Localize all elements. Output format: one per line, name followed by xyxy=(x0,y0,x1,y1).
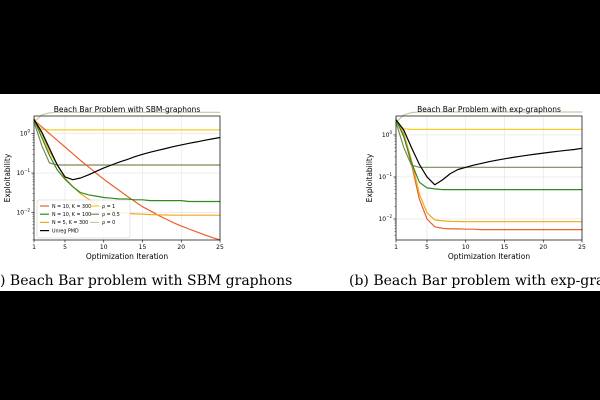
y-tick-base: 10 xyxy=(20,131,28,138)
legend-label-2: N = 5, K = 300 xyxy=(52,220,88,226)
x-tick-label: 5 xyxy=(425,244,429,251)
legend: N = 10, K = 300 N = 10, K = 100 N = 5, K =… xyxy=(36,199,131,239)
caption-a: ) Beach Bar problem with SBM graphons xyxy=(0,273,293,289)
x-tick-label: 15 xyxy=(501,244,509,251)
series-line-6 xyxy=(395,111,582,123)
legend-label-1: N = 10, K = 100 xyxy=(52,212,91,218)
y-tick-exponent: −2 xyxy=(24,207,30,212)
legend-label-5: ρ = 0.5 xyxy=(102,212,120,218)
series-line-4 xyxy=(395,121,582,131)
y-tick-exponent: 0 xyxy=(27,129,30,134)
y-tick-base: 10 xyxy=(16,170,24,177)
x-axis-label: Optimization Iteration xyxy=(448,252,530,261)
x-tick-label: 15 xyxy=(139,244,147,251)
y-tick-label: 100 xyxy=(20,129,31,138)
series-line-1 xyxy=(33,119,220,203)
y-tick-label: 10−1 xyxy=(378,172,392,181)
x-tick-label: 25 xyxy=(578,244,586,251)
x-axis-label: Optimization Iteration xyxy=(86,252,168,261)
series-line-1 xyxy=(395,119,582,191)
y-tick-label: 10−2 xyxy=(16,207,30,216)
y-tick-base: 10 xyxy=(378,174,386,181)
chart-title: Beach Bar Problem with exp-graphons xyxy=(417,105,561,114)
y-tick-exponent: −1 xyxy=(386,172,392,177)
y-tick-exponent: −2 xyxy=(386,214,392,219)
caption-b: (b) Beach Bar problem with exp-grapho xyxy=(349,273,600,289)
y-tick-exponent: 0 xyxy=(389,130,392,135)
plot-frame xyxy=(395,115,583,241)
series-line-3 xyxy=(33,119,221,181)
y-axis-label: Exploitability xyxy=(365,153,374,202)
plot-frame xyxy=(33,115,221,241)
y-tick-base: 10 xyxy=(378,216,386,223)
x-tick-label: 1 xyxy=(394,244,398,251)
x-tick-label: 10 xyxy=(462,244,470,251)
series-line-6 xyxy=(33,111,220,123)
legend-label-4: ρ = 1 xyxy=(102,204,115,210)
y-tick-base: 10 xyxy=(16,209,24,216)
x-tick-label: 10 xyxy=(100,244,108,251)
x-tick-label: 25 xyxy=(216,244,224,251)
x-tick-label: 5 xyxy=(63,244,67,251)
y-tick-base: 10 xyxy=(382,132,390,139)
series-line-3 xyxy=(395,119,583,186)
legend-box xyxy=(36,199,131,239)
figure-panel: 1 5 10 15 20 25 100 10−1 10−2 Beach Bar Problem w… xyxy=(0,94,600,291)
x-tick-label: 20 xyxy=(177,244,185,251)
legend-label-0: N = 10, K = 300 xyxy=(52,204,91,210)
legend-label-6: ρ = 0 xyxy=(102,220,115,226)
y-tick-exponent: −1 xyxy=(24,168,30,173)
series-line-0 xyxy=(395,119,582,231)
chart-title: Beach Bar Problem with SBM-graphons xyxy=(54,105,201,114)
y-tick-label: 10−2 xyxy=(378,214,392,223)
y-axis-label: Exploitability xyxy=(3,153,12,202)
series-line-0 xyxy=(33,119,221,241)
legend-label-3: Unreg PMD xyxy=(52,228,79,234)
y-tick-label: 100 xyxy=(382,130,393,139)
x-tick-label: 20 xyxy=(539,244,547,251)
series-line-5 xyxy=(395,122,582,168)
x-tick-label: 1 xyxy=(32,244,36,251)
series-line-5 xyxy=(33,121,220,166)
series-line-4 xyxy=(33,121,220,131)
y-tick-label: 10−1 xyxy=(16,168,30,177)
series-line-2 xyxy=(395,119,582,223)
